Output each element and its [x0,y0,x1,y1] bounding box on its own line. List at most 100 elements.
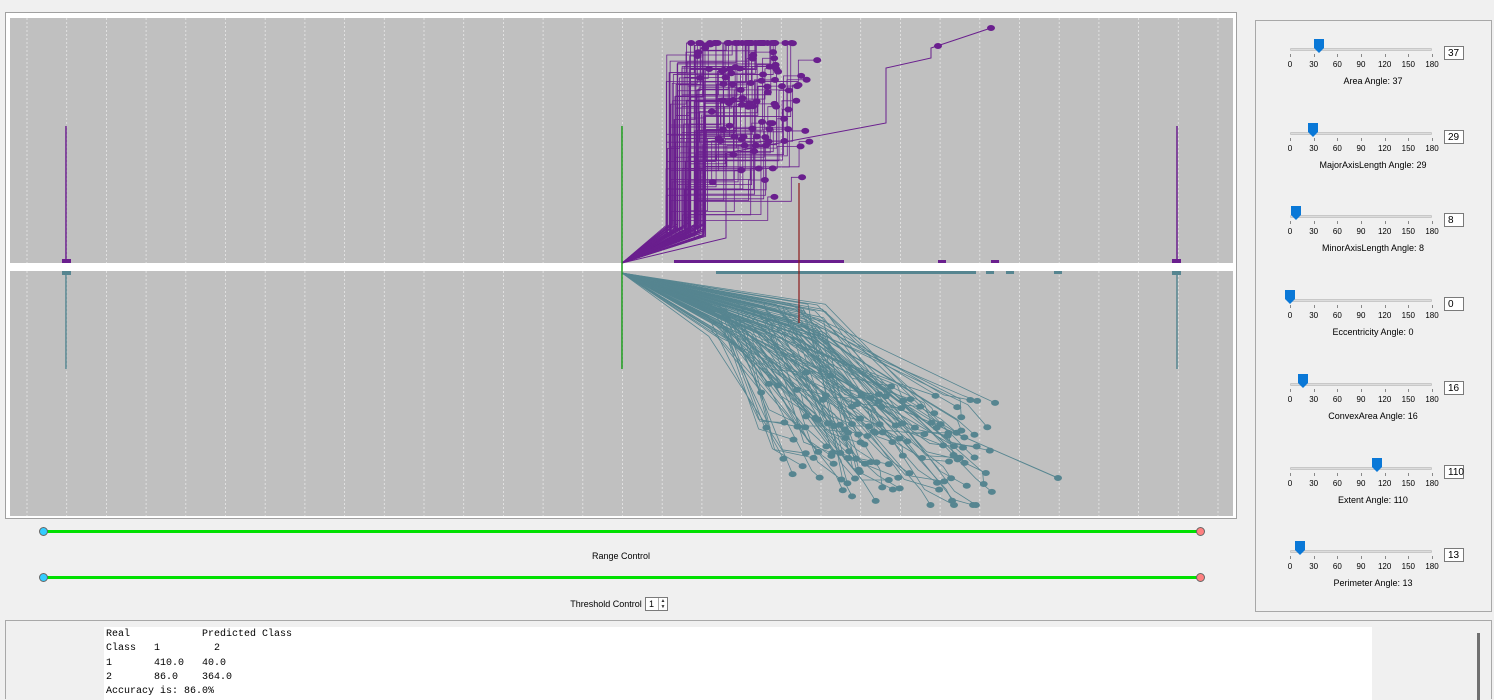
angle-value-field[interactable]: 13 [1444,548,1464,563]
slider-tick [1384,556,1386,560]
class2-line [621,272,793,475]
slider-tick [1408,472,1410,476]
class1-point [745,100,754,107]
slider-tick [1432,388,1433,392]
range-slider-left-handle[interactable] [39,527,48,536]
class2-line [621,272,806,454]
class2-point [830,423,839,430]
angle-slider-minoraxislength: 0 30 60 90 120 150 180 8 MinorAxisLength Angle: … [1256,197,1493,267]
class2-point [953,404,962,411]
range-slider-right-handle[interactable] [1196,527,1205,536]
class2-line [621,272,944,446]
angle-slider-thumb[interactable] [1307,122,1318,137]
class1-point [987,25,995,31]
slider-tick [1337,54,1339,57]
threshold-slider-track[interactable] [43,576,1200,579]
angle-slider-thumb[interactable] [1371,457,1382,472]
slider-tick [1290,221,1291,225]
class2-range-bar [1054,271,1062,274]
class2-line [621,272,897,426]
angle-slider-track[interactable] [1290,466,1432,470]
class2-point [788,471,797,478]
angle-slider-track[interactable] [1290,382,1432,386]
slider-tick-label: 90 [1356,227,1366,237]
class2-point [899,397,908,404]
parallel-coordinates-plot[interactable] [6,13,1236,518]
class2-point [884,461,893,468]
angle-slider-track[interactable] [1290,299,1432,303]
spin-arrows-icon[interactable]: ▲ ▼ [658,598,667,610]
slider-tick-label: 120 [1377,478,1392,488]
angle-value-field[interactable]: 0 [1444,297,1464,312]
slider-tick [1408,305,1410,309]
angle-slider-track[interactable] [1290,131,1432,135]
class2-point [871,497,880,504]
slider-tick-label: 150 [1401,394,1415,404]
slider-tick-label: 90 [1356,478,1366,488]
slider-tick-label: 30 [1309,562,1319,572]
class1-line [621,51,774,264]
class2-point [987,488,996,495]
class2-point [838,487,847,494]
class1-point [748,55,757,62]
slider-tick-label: 30 [1309,311,1319,321]
class2-point [837,476,846,483]
class2-point [940,478,949,485]
threshold-slider-left-handle[interactable] [39,573,48,582]
class2-point [955,454,964,461]
class1-point [801,127,810,134]
slider-tick-label: 90 [1356,394,1366,404]
threshold-spinbox[interactable]: 1 ▲ ▼ [645,597,668,611]
slider-tick-label: 60 [1332,311,1342,321]
class2-point [972,443,981,450]
slider-tick-label: 180 [1425,143,1439,153]
slider-tick [1313,305,1315,309]
angle-value-field[interactable]: 29 [1444,129,1464,144]
angle-slider-track[interactable] [1290,550,1432,554]
class1-point [737,101,746,108]
class1-line [621,79,775,264]
class2-point [979,480,988,487]
class2-line [621,272,975,458]
angle-value-field[interactable]: 37 [1444,46,1464,60]
slider-tick [1432,54,1433,57]
class1-point [761,134,770,141]
class1-range-bar [674,260,844,263]
class1-point [757,40,766,46]
slider-tick-label: 0 [1287,562,1293,572]
class1-point [763,83,772,90]
output-scrollbar[interactable] [1477,633,1480,700]
class2-point [822,443,831,450]
class1-point [750,148,759,155]
class2-point [895,485,904,492]
slider-tick [1361,137,1362,141]
class2-point [823,420,832,427]
angle-slider-thumb[interactable] [1285,290,1295,305]
class1-lines [621,40,822,264]
class2-point [945,458,954,465]
threshold-control-label: Threshold Control [570,599,642,609]
angle-value-field[interactable]: 16 [1444,380,1464,395]
angle-value-field[interactable]: 8 [1444,213,1464,228]
class1-point [766,120,775,127]
angle-caption: Eccentricity Angle: 0 [1332,327,1414,338]
threshold-slider-right-handle[interactable] [1196,573,1205,582]
output-line: 1 410.0 40.0 [106,657,227,669]
class1-line [621,104,742,264]
angle-slider-thumb[interactable] [1314,39,1325,53]
angle-value-field[interactable]: 110 [1444,464,1464,479]
class2-point [798,463,807,470]
angle-slider-track[interactable] [1290,48,1432,51]
slider-tick-label: 60 [1332,394,1342,404]
angle-slider-track[interactable] [1290,215,1432,219]
class2-point [897,405,906,412]
slider-tick [1384,472,1386,476]
class2-point [970,431,979,438]
angle-slider-thumb[interactable] [1297,373,1308,388]
angle-slider-thumb[interactable] [1291,206,1302,221]
angle-slider-thumb[interactable] [1295,541,1306,556]
slider-tick [1432,305,1433,309]
class2-point [981,470,990,477]
range-slider-track[interactable] [43,530,1200,533]
class1-point [738,40,747,46]
